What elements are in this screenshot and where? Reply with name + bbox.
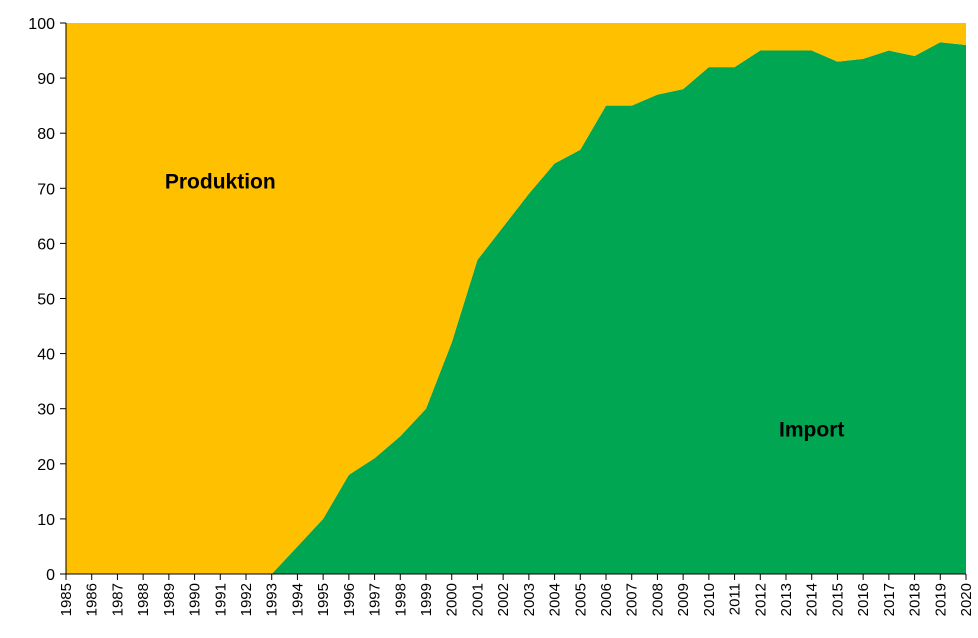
y-tick-label: 100 — [28, 16, 55, 33]
x-tick-label: 2010 — [701, 583, 718, 616]
y-tick-label: 10 — [37, 512, 55, 529]
x-tick-label: 1987 — [109, 583, 126, 616]
x-tick-label: 2020 — [958, 583, 975, 616]
x-tick-label: 2011 — [727, 583, 744, 615]
x-tick-label: 1993 — [264, 583, 281, 616]
x-tick-label: 2017 — [881, 583, 898, 616]
x-tick-label: 2002 — [495, 583, 512, 616]
x-tick-label: 1988 — [135, 583, 152, 616]
x-tick-label: 2008 — [649, 583, 666, 616]
x-tick-label: 2014 — [804, 583, 821, 616]
x-tick-label: 1985 — [58, 583, 75, 616]
x-tick-label: 1990 — [187, 583, 204, 616]
x-tick-label: 2005 — [572, 583, 589, 616]
x-tick-label: 1989 — [161, 583, 178, 616]
y-axis: 0 10 20 30 40 50 60 70 80 90 100 — [28, 16, 67, 584]
x-tick-label: 1999 — [418, 583, 435, 616]
x-tick-label: 1986 — [84, 583, 101, 616]
x-tick-label: 2018 — [907, 583, 924, 616]
x-tick-label: 2015 — [829, 583, 846, 616]
y-tick-label: 80 — [37, 126, 55, 143]
x-tick-label: 2016 — [855, 583, 872, 616]
y-tick-label: 20 — [37, 457, 55, 474]
annotations: Produktion Import — [165, 170, 845, 441]
x-tick-label: 1991 — [212, 583, 229, 616]
x-tick-label: 2001 — [469, 583, 486, 616]
series-area-produktion — [66, 23, 966, 574]
y-tick-label: 70 — [37, 181, 55, 198]
y-tick-label: 90 — [37, 71, 55, 88]
y-tick-label: 0 — [46, 567, 55, 584]
area-label-produktion: Produktion — [165, 170, 276, 193]
x-tick-label: 1996 — [341, 583, 358, 616]
plot-area — [66, 23, 966, 575]
x-tick-label: 2004 — [547, 583, 564, 616]
x-tick-label: 1998 — [392, 583, 409, 616]
y-tick-label: 40 — [37, 347, 55, 364]
x-tick-label: 2006 — [598, 583, 615, 616]
y-tick-label: 50 — [37, 292, 55, 309]
series-area-import — [66, 42, 966, 575]
y-tick-label: 60 — [37, 236, 55, 253]
x-tick-label: 2012 — [752, 583, 769, 616]
x-tick-label: 1995 — [315, 583, 332, 616]
x-tick-label: 2013 — [778, 583, 795, 616]
x-tick-label: 2007 — [624, 583, 641, 616]
x-tick-label: 2009 — [675, 583, 692, 616]
x-tick-label: 1994 — [289, 583, 306, 616]
x-tick-label: 2000 — [444, 583, 461, 616]
area-label-import: Import — [779, 418, 844, 441]
x-tick-label: 1992 — [238, 583, 255, 616]
x-axis: 1985 1986 1987 1988 1989 1990 1991 1992 1993 1994… — [58, 573, 975, 616]
x-tick-label: 2003 — [521, 583, 538, 616]
x-tick-label: 1997 — [367, 583, 384, 616]
y-tick-label: 30 — [37, 402, 55, 419]
x-tick-label: 2019 — [932, 583, 949, 616]
